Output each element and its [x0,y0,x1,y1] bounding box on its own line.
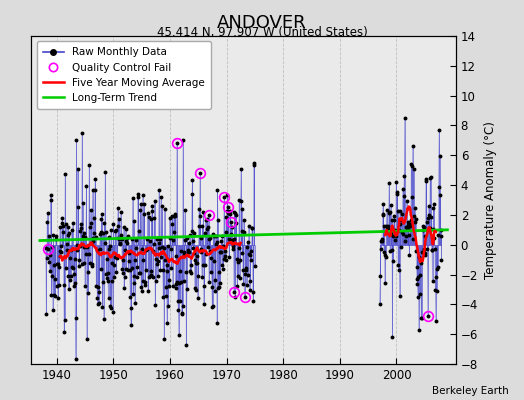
Text: 45.414 N, 97.907 W (United States): 45.414 N, 97.907 W (United States) [157,26,367,39]
Y-axis label: Temperature Anomaly (°C): Temperature Anomaly (°C) [484,121,497,279]
Text: ANDOVER: ANDOVER [217,14,307,32]
Text: Berkeley Earth: Berkeley Earth [432,386,508,396]
Legend: Raw Monthly Data, Quality Control Fail, Five Year Moving Average, Long-Term Tren: Raw Monthly Data, Quality Control Fail, … [37,41,211,109]
